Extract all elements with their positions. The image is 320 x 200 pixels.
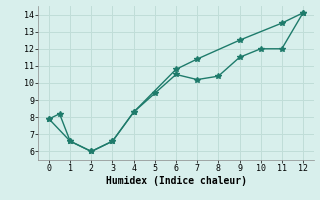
X-axis label: Humidex (Indice chaleur): Humidex (Indice chaleur): [106, 176, 246, 186]
